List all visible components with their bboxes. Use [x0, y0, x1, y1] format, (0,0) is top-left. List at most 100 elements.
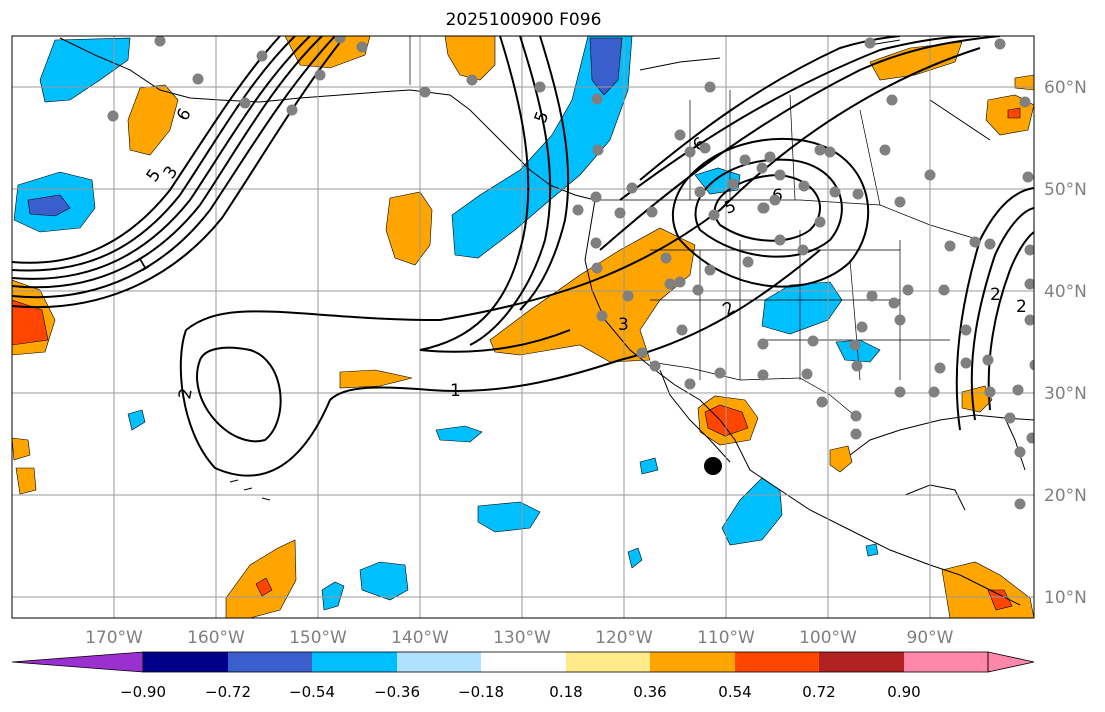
station-dot	[850, 410, 862, 422]
station-dot	[894, 314, 906, 326]
colorbar-tick-label: −0.54	[289, 683, 335, 701]
colorbar-tick-label: −0.90	[120, 683, 166, 701]
station-dot	[534, 81, 546, 93]
map-title: 2025100900 F096	[445, 10, 602, 30]
colorbar-tick-label: 0.36	[633, 683, 666, 701]
lon-label: 170°W	[85, 628, 143, 648]
coast-westna	[584, 199, 1021, 606]
shade-red-hudson	[1007, 107, 1021, 119]
station-dot	[107, 110, 119, 122]
shade-blue-pac-4	[477, 501, 541, 533]
colorbar-tick-label: 0.54	[718, 683, 751, 701]
station-dot	[969, 236, 981, 248]
coast-yucatan	[904, 484, 966, 511]
station-dot	[1019, 96, 1031, 108]
lat-label: 20°N	[1044, 486, 1087, 506]
colorbar-bin	[397, 652, 481, 672]
station-dot	[764, 151, 776, 163]
station-dot	[814, 216, 826, 228]
station-dot	[590, 191, 602, 203]
colorbar-bin	[228, 652, 312, 672]
station-dot	[928, 386, 940, 398]
station-dot	[994, 38, 1006, 50]
coast-baja	[659, 369, 731, 463]
station-dot	[982, 354, 994, 366]
station-dot	[694, 186, 706, 198]
colorbar-extend-min	[11, 651, 144, 673]
lon-label: 160°W	[187, 628, 245, 648]
station-dot	[934, 362, 946, 374]
station-dot	[757, 369, 769, 381]
shade-blue-swus	[761, 281, 843, 335]
contour-2	[12, 36, 296, 272]
station-dot	[829, 186, 841, 198]
contour-4	[12, 36, 323, 289]
contour-north-2	[599, 36, 1001, 251]
contour-3	[12, 36, 311, 280]
station-dot	[739, 154, 751, 166]
station-dot	[1012, 384, 1024, 396]
shade-orange-hawaii-s	[225, 539, 297, 618]
contour-east-3	[987, 231, 1034, 411]
lat-label: 60°N	[1044, 78, 1087, 98]
shade-orange-30n	[339, 369, 413, 389]
station-dot	[984, 386, 996, 398]
station-dot	[591, 262, 603, 274]
station-dot	[314, 69, 326, 81]
station-dot	[239, 97, 251, 109]
shade-blue-pac-2	[435, 425, 483, 443]
station-dot	[894, 196, 906, 208]
station-dot	[742, 256, 754, 268]
shade-orange-ne-corner	[1014, 74, 1034, 91]
station-dot	[466, 74, 478, 86]
lon-label: 100°W	[799, 628, 857, 648]
colorbar-tick-label: −0.18	[458, 683, 504, 701]
station-dot	[894, 386, 906, 398]
colorbar-bin	[143, 652, 228, 672]
lon-label: 120°W	[595, 628, 653, 648]
contour-east-1	[955, 187, 1034, 431]
station-dot	[924, 169, 936, 181]
shade-blue-alaska	[39, 37, 131, 103]
station-dot	[334, 36, 346, 44]
colorbar-bin	[904, 652, 988, 672]
station-dot	[684, 146, 696, 158]
colorbar-bin	[566, 652, 650, 672]
coast-alaska	[59, 37, 596, 201]
station-dot	[879, 144, 891, 156]
station-dot	[192, 73, 204, 85]
colorbar-bin	[819, 652, 904, 672]
shade-red-central-am	[987, 589, 1013, 611]
station-dot	[850, 428, 862, 440]
shade-blue-pac-7	[627, 547, 643, 569]
border-us-canada	[598, 199, 981, 241]
station-dot	[708, 209, 720, 221]
station-dot	[938, 284, 950, 296]
station-dot	[674, 276, 686, 288]
station-dot	[864, 37, 876, 49]
station-dot	[801, 368, 813, 380]
longitude-labels: 170°W 160°W 150°W 140°W 130°W 120°W 110°…	[85, 628, 954, 648]
contour-1	[12, 36, 281, 264]
station-dot	[626, 182, 638, 194]
station-dot	[1024, 314, 1034, 326]
lat-label: 50°N	[1044, 180, 1087, 200]
station-markers	[107, 36, 1034, 510]
map-border	[11, 35, 1035, 619]
colorbar-tick-label: 0.90	[887, 683, 920, 701]
station-dot	[714, 367, 726, 379]
lon-label: 90°W	[907, 628, 954, 648]
station-dot	[649, 360, 661, 372]
station-dot	[727, 178, 739, 190]
station-dot	[154, 36, 166, 47]
shade-red-hawaii-s	[255, 577, 273, 597]
station-dot	[1014, 446, 1026, 458]
colorbar-bin	[735, 652, 819, 672]
station-dot	[572, 204, 584, 216]
contour-ridge-1	[419, 36, 571, 353]
station-dot	[704, 81, 716, 93]
lon-label: 110°W	[697, 628, 755, 648]
colorbar-bin	[481, 652, 566, 672]
colorbar-bin	[650, 652, 735, 672]
